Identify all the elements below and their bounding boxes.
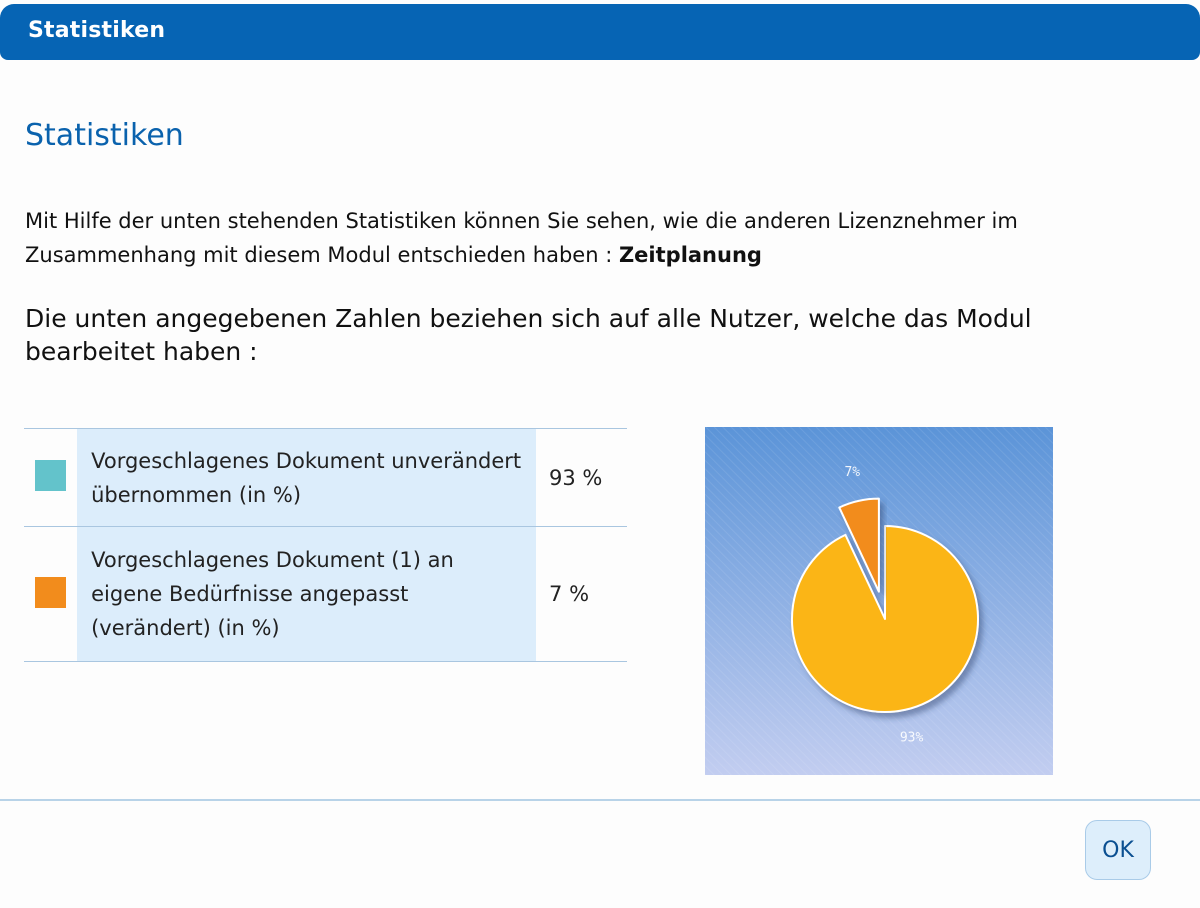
legend-swatch-teal <box>35 460 67 491</box>
pie-slice-0 <box>791 525 979 713</box>
swatch-cell <box>24 428 78 527</box>
swatch-cell <box>24 526 78 662</box>
stats-row-unchanged: Vorgeschlagenes Dokument unverändert übe… <box>24 428 627 527</box>
stats-label: Vorgeschlagenes Dokument (1) an eigene B… <box>77 526 537 662</box>
pie-chart: 93% 7% <box>705 427 1053 775</box>
stats-table: Vorgeschlagenes Dokument unverändert übe… <box>24 428 627 662</box>
pie-slice-1 <box>838 497 880 593</box>
stats-row-modified: Vorgeschlagenes Dokument (1) an eigene B… <box>24 526 627 662</box>
legend-swatch-orange <box>35 576 67 608</box>
pie-chart-svg: 93% 7% <box>705 427 1053 775</box>
intro-text: Mit Hilfe der unten stehenden Statistike… <box>25 204 1145 272</box>
pie-label-0: 93% <box>900 731 924 746</box>
stats-value: 7 % <box>536 526 627 662</box>
page-title: Statistiken <box>25 118 184 153</box>
intro-sentence: Mit Hilfe der unten stehenden Statistike… <box>25 209 1018 267</box>
stats-value: 93 % <box>536 428 627 527</box>
ok-button[interactable]: OK <box>1085 820 1151 880</box>
dialog-titlebar: Statistiken <box>0 4 1200 60</box>
footer-divider <box>0 799 1200 801</box>
dialog-title: Statistiken <box>28 18 166 43</box>
module-name: Zeitplanung <box>618 243 762 267</box>
pie-label-1: 7% <box>844 465 860 480</box>
stats-label: Vorgeschlagenes Dokument unverändert übe… <box>77 428 537 527</box>
subheading: Die unten angegebenen Zahlen beziehen si… <box>25 304 1032 366</box>
chart-background-texture <box>705 427 1053 775</box>
